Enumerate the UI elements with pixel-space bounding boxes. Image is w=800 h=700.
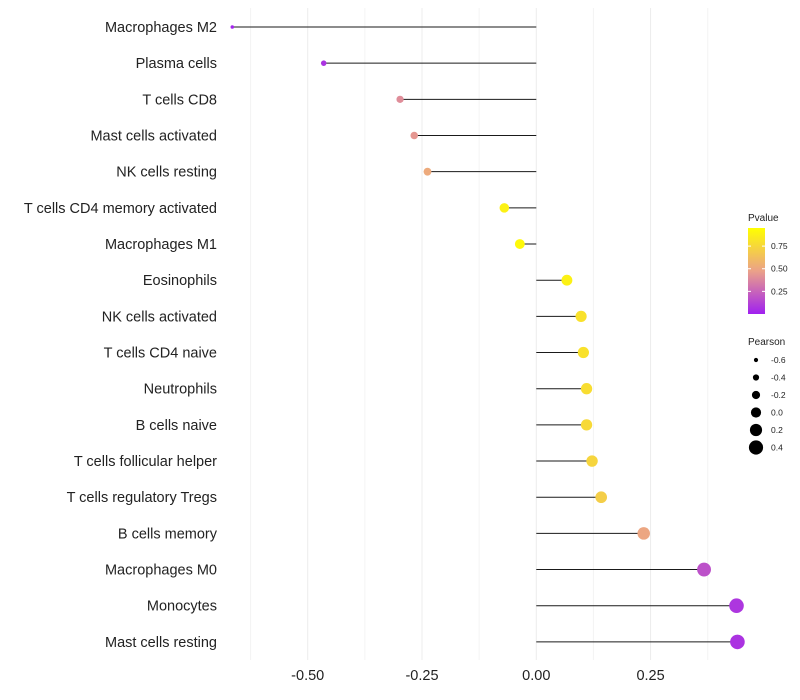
y-axis-label: NK cells resting — [116, 165, 217, 181]
points — [230, 25, 745, 650]
y-axis-label: NK cells activated — [102, 309, 217, 325]
pearson-legend-label: 0.4 — [771, 443, 783, 453]
data-point — [396, 95, 404, 103]
pvalue-legend-ticks: 0.75 0.50 0.25 — [748, 241, 788, 296]
pearson-legend: Pearson -0.6 -0.4 -0.2 0.0 0.2 0.4 — [748, 337, 786, 455]
pearson-legend-label: -0.4 — [771, 373, 786, 383]
pearson-legend-dot — [753, 357, 759, 363]
pearson-legend-dot — [752, 374, 760, 381]
data-point — [637, 527, 650, 540]
data-point — [410, 131, 418, 140]
pearson-legend-items: -0.6 -0.4 -0.2 0.0 0.2 0.4 — [748, 355, 786, 455]
x-axis-tick-label: 0.25 — [636, 668, 664, 684]
data-point — [586, 455, 598, 467]
pearson-legend-label: 0.0 — [771, 408, 783, 418]
pearson-legend-dot — [751, 390, 761, 400]
y-axis-label: Monocytes — [147, 599, 217, 615]
data-point — [577, 346, 589, 359]
data-point — [230, 25, 235, 29]
pvalue-legend-title: Pvalue — [748, 213, 779, 224]
stems — [232, 26, 738, 643]
x-axis-labels: -0.50 -0.25 0.00 0.25 — [291, 668, 665, 684]
data-point — [499, 203, 510, 213]
data-point — [561, 274, 573, 286]
data-point — [514, 239, 525, 249]
pvalue-legend-tick-label: 0.50 — [771, 264, 788, 274]
pearson-legend-dot — [750, 407, 762, 418]
pvalue-legend-tick-label: 0.75 — [771, 241, 788, 251]
data-point — [320, 60, 327, 66]
data-point — [580, 383, 593, 395]
data-point — [697, 562, 711, 577]
y-axis-label: T cells regulatory Tregs — [67, 490, 217, 506]
data-point — [729, 598, 744, 614]
x-axis-tick-label: -0.25 — [405, 668, 438, 684]
y-axis-labels: Macrophages M2 Plasma cells T cells CD8 Mas… — [24, 20, 218, 651]
y-axis-label: Plasma cells — [136, 56, 217, 72]
data-point — [575, 310, 587, 322]
y-axis-label: Macrophages M0 — [105, 563, 217, 579]
pearson-legend-title: Pearson — [748, 337, 785, 348]
y-axis-label: Macrophages M2 — [105, 20, 217, 36]
x-axis-tick-label: 0.00 — [522, 668, 550, 684]
pearson-legend-dot — [748, 440, 764, 455]
data-point — [423, 167, 432, 176]
x-axis-tick-label: -0.50 — [291, 668, 324, 684]
y-axis-label: Mast cells activated — [90, 129, 217, 145]
data-point — [580, 419, 593, 431]
y-axis-label: B cells memory — [118, 526, 218, 542]
y-axis-label: Macrophages M1 — [105, 237, 217, 253]
grid — [250, 8, 709, 660]
y-axis-label: T cells CD8 — [142, 92, 217, 108]
pvalue-colorbar — [748, 228, 765, 314]
data-point — [595, 491, 608, 504]
y-axis-label: Eosinophils — [143, 273, 217, 289]
y-axis-label: T cells CD4 naive — [104, 346, 217, 362]
y-axis-label: T cells follicular helper — [74, 454, 217, 470]
y-axis-label: B cells naive — [136, 418, 217, 434]
pearson-legend-label: 0.2 — [771, 425, 783, 435]
pearson-legend-label: -0.2 — [771, 390, 786, 400]
data-point — [730, 634, 745, 650]
pearson-legend-label: -0.6 — [771, 355, 786, 365]
pearson-legend-dot — [749, 423, 763, 437]
y-axis-label: Neutrophils — [144, 382, 217, 398]
y-axis-label: T cells CD4 memory activated — [24, 201, 217, 217]
pvalue-legend-tick-label: 0.25 — [771, 286, 788, 296]
y-axis-label: Mast cells resting — [105, 635, 217, 651]
pvalue-legend: Pvalue 0.75 0.50 0.25 — [748, 213, 788, 314]
